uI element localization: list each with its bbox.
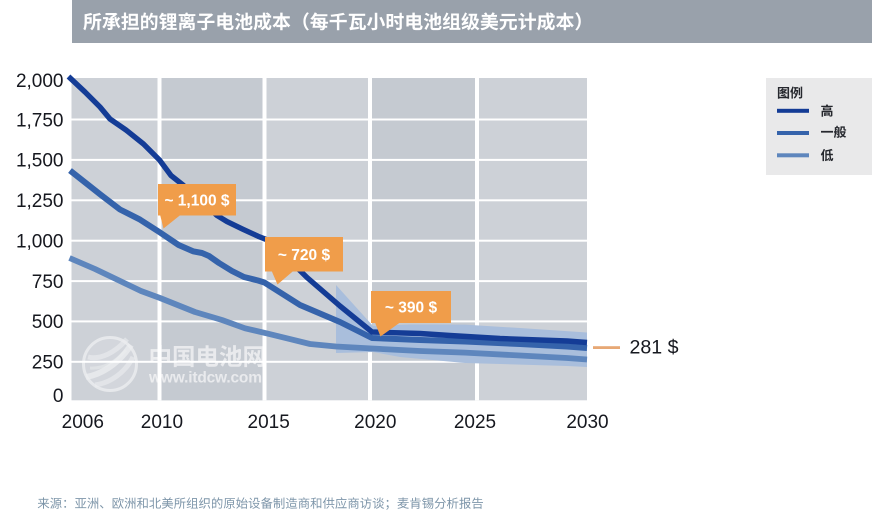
svg-text:~ 390 $: ~ 390 $ [385,300,438,317]
svg-text:2025: 2025 [454,412,496,433]
svg-text:250: 250 [32,353,64,374]
svg-text:2030: 2030 [566,412,608,433]
svg-text:281 $: 281 $ [630,337,679,359]
svg-text:~ 1,100 $: ~ 1,100 $ [164,192,229,209]
svg-text:500: 500 [32,312,64,333]
svg-text:750: 750 [32,272,64,293]
svg-text:1,000: 1,000 [16,232,64,253]
svg-text:2010: 2010 [141,412,183,433]
svg-text:1,750: 1,750 [16,110,64,131]
svg-text:2006: 2006 [62,412,104,433]
svg-text:2015: 2015 [248,412,290,433]
svg-text:~ 720 $: ~ 720 $ [278,247,331,264]
svg-text:1,500: 1,500 [16,151,64,172]
svg-text:1,250: 1,250 [16,191,64,212]
svg-text:0: 0 [53,386,64,407]
svg-text:2020: 2020 [354,412,396,433]
svg-text:www.itdcw.com: www.itdcw.com [148,370,262,387]
svg-text:2,000: 2,000 [16,71,64,92]
